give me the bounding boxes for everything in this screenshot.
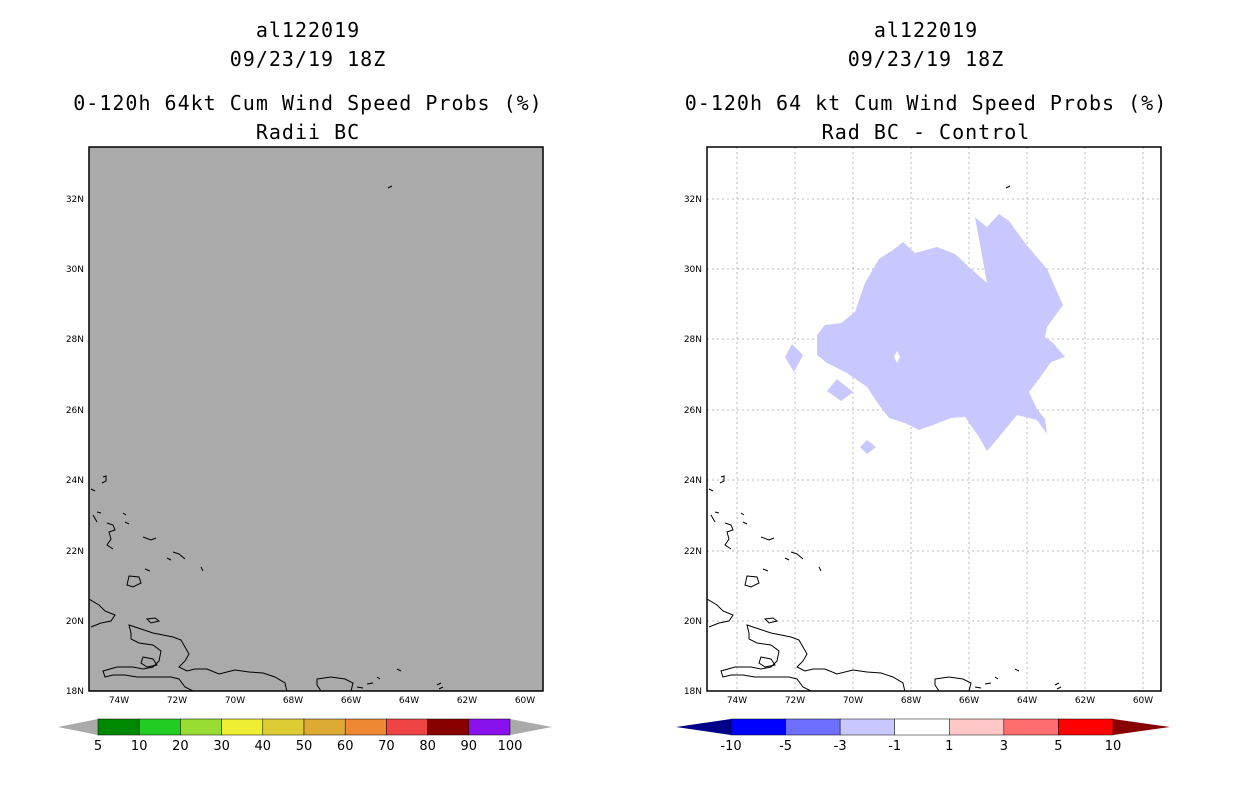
right-map xyxy=(706,146,1162,692)
left-map xyxy=(88,146,544,692)
left-title-date: 09/23/19 18Z xyxy=(229,47,387,71)
right-lon-label: 70W xyxy=(843,696,863,706)
left-lat-label: 20N xyxy=(66,617,84,627)
right-title-product: 0-120h 64 kt Cum Wind Speed Probs (%) xyxy=(684,91,1168,115)
right-colorbar-label: 1 xyxy=(945,739,953,754)
right-lon-label: 68W xyxy=(901,696,921,706)
left-colorbar-cell xyxy=(303,718,346,736)
left-lon-label: 70W xyxy=(225,696,245,706)
left-lat-label: 26N xyxy=(66,406,84,416)
left-lat-label: 18N xyxy=(66,687,84,697)
right-colorbar-cell xyxy=(839,718,895,736)
left-lon-label: 60W xyxy=(515,696,535,706)
right-colorbar-cell xyxy=(949,718,1005,736)
right-lat-label: 32N xyxy=(684,195,702,205)
left-colorbar-label: 70 xyxy=(378,739,395,754)
left-lon-label: 66W xyxy=(341,696,361,706)
left-colorbar-cell xyxy=(262,718,305,736)
left-colorbar: 5 10 20 30 40 50 60 70 80 90 100 xyxy=(58,718,552,754)
left-colorbar-label: 30 xyxy=(213,739,230,754)
left-lat-label: 28N xyxy=(66,335,84,345)
right-lon-label: 72W xyxy=(785,696,805,706)
left-colorbar-label: 80 xyxy=(419,739,436,754)
right-colorbar-end-left xyxy=(676,719,731,735)
right-lat-label: 30N xyxy=(684,265,702,275)
right-lon-label: 62W xyxy=(1075,696,1095,706)
left-lon-label: 64W xyxy=(399,696,419,706)
left-colorbar-cell xyxy=(221,718,264,736)
left-colorbar-label: 60 xyxy=(337,739,354,754)
left-lat-label: 22N xyxy=(66,547,84,557)
left-colorbar-label: 100 xyxy=(498,739,523,754)
right-colorbar: -10 -5 -3 -1 1 3 5 10 xyxy=(676,718,1170,754)
right-colorbar-label: -5 xyxy=(779,739,792,754)
left-colorbar-label: 40 xyxy=(255,739,272,754)
left-colorbar-label: 5 xyxy=(94,739,102,754)
right-lat-label: 26N xyxy=(684,406,702,416)
left-map-background xyxy=(88,146,544,692)
right-lon-label: 66W xyxy=(959,696,979,706)
right-colorbar-cell xyxy=(894,718,950,736)
left-axis-labels: 32N 30N 28N 26N 24N 22N 20N 18N 74W 72W … xyxy=(66,195,535,706)
left-colorbar-cell xyxy=(97,718,140,736)
right-map-frame xyxy=(706,146,1162,692)
left-lon-label: 68W xyxy=(283,696,303,706)
left-colorbar-end-right xyxy=(510,719,552,735)
left-lon-label: 74W xyxy=(109,696,129,706)
right-colorbar-cell xyxy=(1003,718,1059,736)
right-colorbar-end-right xyxy=(1113,719,1170,735)
left-colorbar-cell xyxy=(138,718,181,736)
right-title-storm: al122019 xyxy=(873,18,979,42)
right-title-subtitle: Rad BC - Control xyxy=(821,120,1031,144)
right-colorbar-label: 5 xyxy=(1054,739,1062,754)
right-colorbar-label: -3 xyxy=(834,739,847,754)
left-colorbar-cell xyxy=(180,718,222,736)
left-colorbar-end-left xyxy=(58,719,98,735)
right-lat-label: 24N xyxy=(684,476,702,486)
probability-difference-area xyxy=(785,209,1065,454)
right-colorbar-label: 3 xyxy=(1000,739,1008,754)
left-lon-label: 62W xyxy=(457,696,477,706)
left-lat-label: 30N xyxy=(66,265,84,275)
right-lon-label: 74W xyxy=(727,696,747,706)
left-lon-label: 72W xyxy=(167,696,187,706)
right-lon-label: 60W xyxy=(1133,696,1153,706)
right-colorbar-cell xyxy=(730,718,786,736)
right-lat-label: 18N xyxy=(684,687,702,697)
left-colorbar-cell xyxy=(468,718,511,736)
left-colorbar-cell xyxy=(427,718,470,736)
right-axis-labels: 32N 30N 28N 26N 24N 22N 20N 18N 74W 72W … xyxy=(684,195,1153,706)
left-lat-label: 32N xyxy=(66,195,84,205)
right-colorbar-label: 10 xyxy=(1105,739,1122,754)
right-colorbar-cell xyxy=(1058,718,1114,736)
left-lat-label: 24N xyxy=(66,476,84,486)
left-colorbar-label: 20 xyxy=(172,739,189,754)
left-title-product: 0-120h 64kt Cum Wind Speed Probs (%) xyxy=(73,91,543,115)
left-colorbar-label: 50 xyxy=(296,739,313,754)
anomaly-hole xyxy=(894,351,900,363)
right-colorbar-label: -1 xyxy=(888,739,901,754)
left-title-subtitle: Radii BC xyxy=(255,120,361,144)
left-colorbar-label: 90 xyxy=(461,739,478,754)
right-title-date: 09/23/19 18Z xyxy=(847,47,1005,71)
right-lat-label: 28N xyxy=(684,335,702,345)
left-colorbar-cell xyxy=(386,718,428,736)
right-lat-label: 22N xyxy=(684,547,702,557)
left-colorbar-cell xyxy=(344,718,387,736)
left-title-storm: al122019 xyxy=(255,18,361,42)
right-lon-label: 64W xyxy=(1017,696,1037,706)
right-lat-label: 20N xyxy=(684,617,702,627)
left-colorbar-label: 10 xyxy=(131,739,148,754)
right-colorbar-label: -10 xyxy=(720,739,741,754)
right-colorbar-cell xyxy=(785,718,841,736)
